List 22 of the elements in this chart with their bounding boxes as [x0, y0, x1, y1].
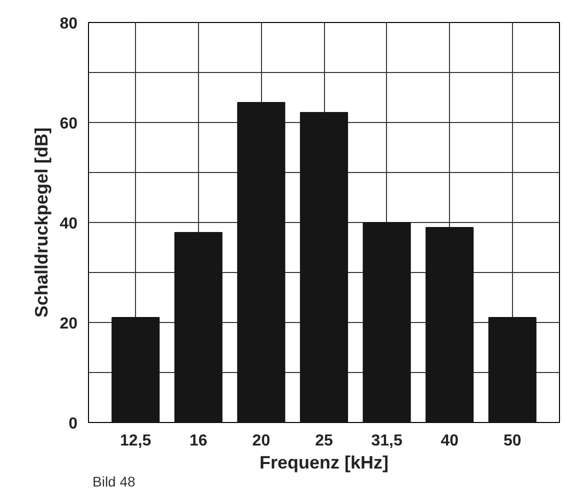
y-axis-title: Schalldruckpegel [dB] — [32, 127, 52, 318]
y-tick-label: 80 — [60, 16, 78, 32]
x-tick-label: 25 — [315, 432, 333, 450]
x-tick-label: 12,5 — [120, 432, 152, 450]
y-tick-label: 40 — [60, 216, 78, 232]
x-tick-label: 20 — [252, 432, 270, 450]
x-tick-label: 50 — [504, 432, 522, 450]
x-tick-label: 16 — [190, 432, 208, 450]
x-axis-title: Frequenz [kHz] — [259, 452, 389, 472]
x-tick-label: 40 — [440, 432, 459, 450]
y-tick-label: 0 — [68, 416, 78, 432]
bar — [362, 222, 411, 422]
bar — [426, 227, 474, 422]
bar — [174, 232, 222, 422]
y-tick-label: 60 — [60, 116, 78, 132]
text: Bild 48 — [92, 474, 136, 490]
bar — [488, 317, 536, 422]
bar — [237, 102, 286, 422]
bar — [112, 317, 160, 422]
y-tick-label: 20 — [60, 316, 78, 332]
x-tick-label: 31,5 — [371, 432, 402, 450]
bar — [300, 112, 348, 422]
